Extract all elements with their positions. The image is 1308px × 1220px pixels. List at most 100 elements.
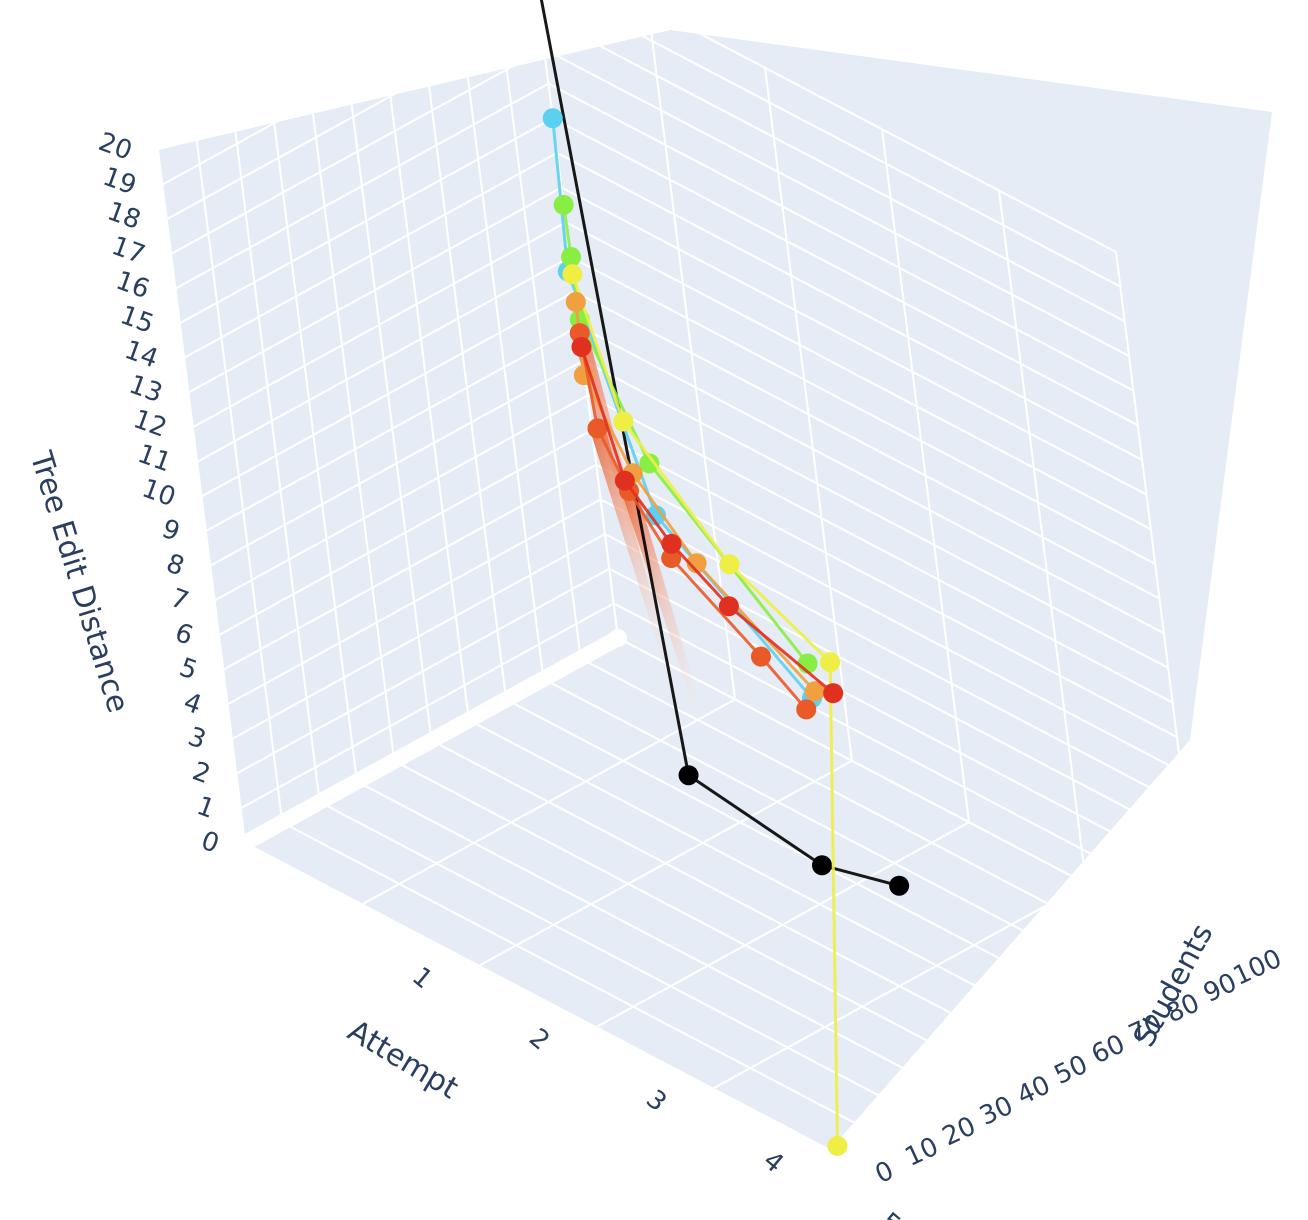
series-1-point-2 <box>812 855 832 876</box>
grid-line-x-floor <box>361 698 736 906</box>
series-4-point-0 <box>562 264 583 285</box>
data-traces <box>236 0 910 1156</box>
series-6-point-5 <box>796 699 817 720</box>
z-tick-label: 4 <box>180 687 206 721</box>
fade-shadow <box>589 428 683 706</box>
series-0-point-0 <box>236 834 254 852</box>
grid-line-x-wall <box>647 6 736 700</box>
grid-line-y-wall <box>418 6 508 700</box>
series-6-point-4 <box>750 646 771 667</box>
series-4-point-3 <box>820 652 841 673</box>
series-1-point-3 <box>889 875 910 896</box>
grid-line-y-wall <box>194 129 284 823</box>
y-tick-label: 0 <box>871 1156 899 1190</box>
series-line-6 <box>578 331 808 711</box>
z-tick-label: 7 <box>167 583 193 617</box>
grid-line-x-wall <box>998 190 1087 884</box>
series-5-point-0 <box>565 291 586 312</box>
z-tick-label: 13 <box>125 370 166 410</box>
z-tick-label: 15 <box>116 300 157 340</box>
series-3-point-3 <box>639 453 660 474</box>
z-axis-title: Tree Edit Distance <box>22 447 135 717</box>
grid-line-y-wall <box>157 149 246 844</box>
grid-line-y-floor <box>580 657 1167 967</box>
grid-line-y-floor <box>244 842 831 1151</box>
y-tick-label: 50 <box>1050 1050 1093 1091</box>
z-tick-label: 8 <box>162 549 188 583</box>
series-1-point-1 <box>678 765 699 786</box>
z-tick-label: 6 <box>171 618 197 652</box>
series-7-point-3 <box>718 596 739 617</box>
z-tick-label: 3 <box>184 722 210 756</box>
y-tick-label: 20 <box>938 1111 981 1152</box>
grid-line-y-floor <box>281 821 868 1131</box>
series-4-point-2 <box>719 554 740 575</box>
x-tick-label: 4 <box>757 1146 789 1180</box>
x-axis-title: Attempt <box>342 1013 465 1106</box>
z-tick-label: 11 <box>134 439 175 479</box>
grid-line-y-wall <box>231 108 321 803</box>
series-6-point-3 <box>661 548 682 569</box>
series-4-point-4 <box>827 1135 848 1156</box>
series-0-point-1 <box>609 629 627 647</box>
z-tick-label: 20 <box>95 127 136 167</box>
series-7-point-0 <box>571 336 592 357</box>
grid-line-x-wall <box>881 129 970 823</box>
x-tick-label: 2 <box>523 1023 555 1057</box>
grid-line-y-wall <box>457 0 545 680</box>
grid-line-y-floor <box>319 801 906 1110</box>
x-tick-label: 5 <box>874 1207 906 1220</box>
left-wall <box>158 30 670 843</box>
grid-line-x-floor <box>712 882 1087 1090</box>
grid-line-y-floor <box>468 719 1055 1028</box>
z-tick-label: 0 <box>197 826 223 860</box>
series-line-0 <box>237 630 626 851</box>
y-tick-label: 60 <box>1087 1029 1130 1070</box>
x-tick-label: 3 <box>640 1084 672 1118</box>
grid-line-y-floor <box>505 698 1092 1008</box>
z-tick-label: 12 <box>129 404 170 444</box>
grid-line-y-wall <box>497 0 582 659</box>
series-3-point-0 <box>553 194 574 215</box>
fade-shadow <box>621 490 711 741</box>
grid-line-y-wall <box>380 26 470 721</box>
y-tick-label: 40 <box>1012 1070 1055 1111</box>
grid-line-y-floor <box>356 780 943 1090</box>
series-7-point-1 <box>614 470 635 491</box>
x-tick-label: 1 <box>406 961 438 995</box>
grid-line-y-floor <box>431 739 1017 1049</box>
grid-line-x-floor <box>595 821 970 1029</box>
z-tick-label: 17 <box>108 231 149 271</box>
z-tick-label: 19 <box>99 162 140 202</box>
series-4-point-1 <box>613 411 634 432</box>
grid-line-y-wall <box>268 88 358 782</box>
z-tick-label: 9 <box>158 514 184 548</box>
y-tick-label: 30 <box>975 1091 1018 1132</box>
z-tick-label: 1 <box>193 791 219 825</box>
y-tick-label: 100 <box>1229 944 1287 992</box>
z-tick-label: 18 <box>103 196 144 236</box>
z-tick-label: 14 <box>121 335 162 375</box>
z-tick-label: 10 <box>138 474 179 514</box>
grid-line-x-floor <box>478 759 853 967</box>
series-7-point-2 <box>661 533 682 554</box>
series-3-point-1 <box>561 247 582 268</box>
z-tick-label: 2 <box>188 756 214 790</box>
grid-line-z <box>161 0 1121 288</box>
series-2-point-0 <box>542 108 563 129</box>
grid-line-y-wall <box>306 67 396 762</box>
y-tick-label: 10 <box>901 1132 944 1173</box>
grid-line-x-wall <box>764 67 853 761</box>
grid-line-y-floor <box>542 678 1129 987</box>
grid-line-x-floor <box>829 944 1204 1151</box>
grid-line-y-floor <box>617 637 1204 946</box>
series-6-point-1 <box>587 418 608 439</box>
series-5-point-3 <box>686 553 707 574</box>
series-5-point-4 <box>804 681 825 702</box>
z-tick-label: 16 <box>112 266 153 306</box>
grid-line-z <box>157 0 1117 253</box>
grid-line-y-wall <box>343 47 433 741</box>
grid-line-y-floor <box>393 760 980 1069</box>
z-tick-label: 5 <box>175 652 201 686</box>
